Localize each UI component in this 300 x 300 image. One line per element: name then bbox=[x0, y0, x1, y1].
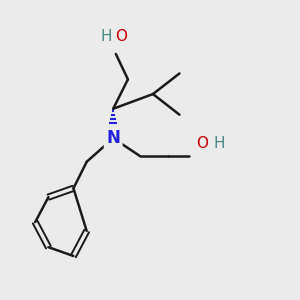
Text: O: O bbox=[115, 29, 127, 44]
Text: H: H bbox=[100, 29, 112, 44]
Text: H: H bbox=[213, 136, 225, 152]
Text: N: N bbox=[106, 129, 120, 147]
Text: O: O bbox=[196, 136, 208, 152]
